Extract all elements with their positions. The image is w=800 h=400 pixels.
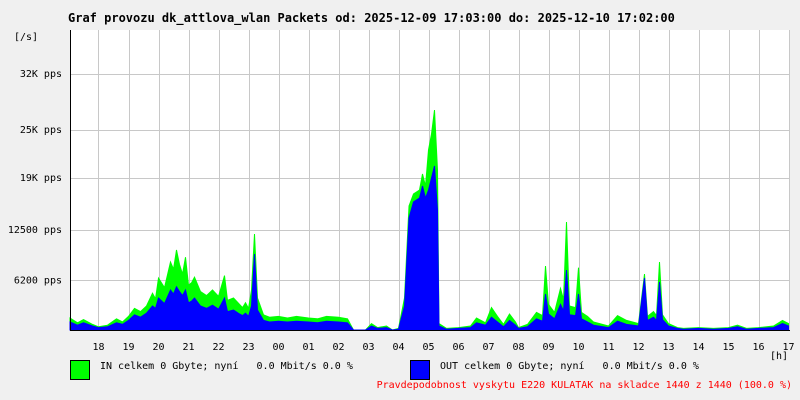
x-tick-label: 13 [662, 342, 674, 353]
chart-title: Graf provozu dk_attlova_wlan Packets od:… [68, 11, 675, 25]
legend-out-label: OUT celkem 0 Gbyte; nyní 0.0 Mbit/s 0.0 … [440, 361, 699, 372]
x-axis-label: [h] [770, 351, 788, 362]
x-tick-label: 17 [782, 342, 794, 353]
x-tick-label: 18 [92, 342, 104, 353]
x-tick-label: 03 [362, 342, 374, 353]
legend-in-swatch [70, 360, 90, 380]
x-tick-label: 00 [272, 342, 284, 353]
x-tick-label: 20 [152, 342, 164, 353]
x-tick-label: 08 [512, 342, 524, 353]
x-tick-label: 04 [392, 342, 404, 353]
x-tick-label: 11 [602, 342, 614, 353]
y-tick-label: 19K pps [20, 173, 62, 184]
x-tick-label: 10 [572, 342, 584, 353]
legend-out-swatch [410, 360, 430, 380]
x-tick-label: 22 [212, 342, 224, 353]
y-tick-label: 25K pps [20, 125, 62, 136]
x-tick-label: 01 [302, 342, 314, 353]
x-tick-label: 21 [182, 342, 194, 353]
x-tick-label: 16 [752, 342, 764, 353]
x-tick-label: 07 [482, 342, 494, 353]
footer-note: Pravdepodobnost vyskytu E220 KULATAK na … [376, 380, 792, 391]
x-tick-label: 15 [722, 342, 734, 353]
y-tick-label: 6200 pps [14, 275, 62, 286]
x-tick-label: 09 [542, 342, 554, 353]
x-tick-label: 02 [332, 342, 344, 353]
legend-in-label: IN celkem 0 Gbyte; nyní 0.0 Mbit/s 0.0 % [100, 361, 353, 372]
y-axis-label: [/s] [14, 32, 38, 43]
x-tick-label: 14 [692, 342, 704, 353]
x-tick-label: 05 [422, 342, 434, 353]
y-tick-label: 32K pps [20, 69, 62, 80]
x-tick-label: 06 [452, 342, 464, 353]
x-tick-label: 23 [242, 342, 254, 353]
x-tick-label: 12 [632, 342, 644, 353]
y-tick-label: 12500 pps [8, 225, 62, 236]
series-out-area [69, 165, 789, 331]
x-tick-label: 19 [122, 342, 134, 353]
